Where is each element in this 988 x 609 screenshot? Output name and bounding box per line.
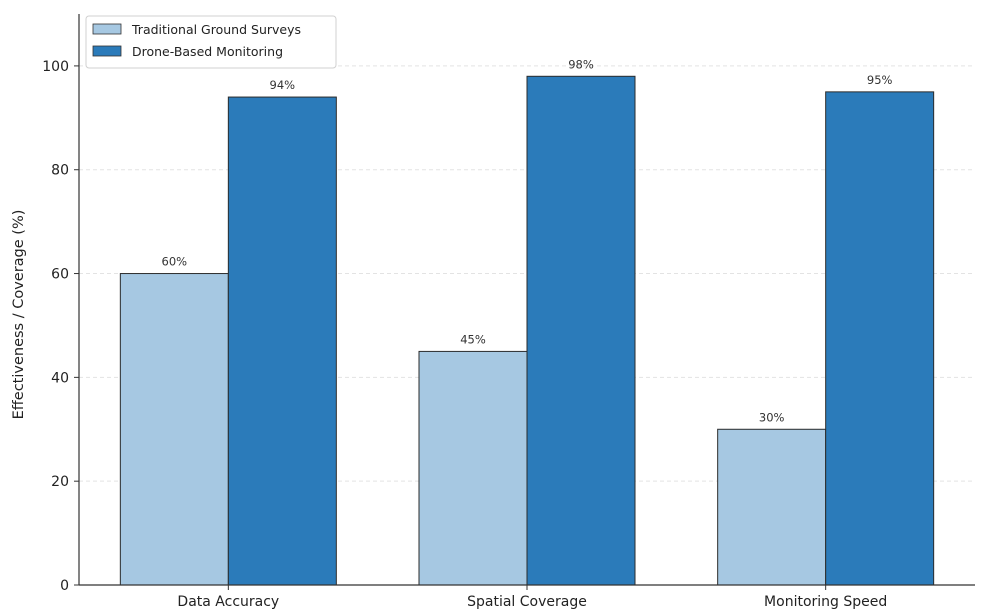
x-tick-label: Data Accuracy bbox=[177, 594, 279, 609]
value-label: 45% bbox=[460, 332, 486, 346]
y-ticks: 0 20 40 60 80 100 bbox=[42, 59, 79, 594]
bar-traditional bbox=[418, 350, 528, 586]
value-label: 30% bbox=[759, 410, 785, 424]
bars bbox=[119, 75, 935, 586]
y-tick-label: 80 bbox=[51, 163, 69, 179]
value-label: 94% bbox=[270, 78, 296, 92]
value-labels: 60% 94% 45% 98% 30% 95% bbox=[162, 57, 893, 424]
y-tick-label: 20 bbox=[51, 474, 69, 490]
x-tick-label: Spatial Coverage bbox=[467, 594, 587, 609]
x-tick-label: Monitoring Speed bbox=[764, 594, 887, 609]
legend: Traditional Ground Surveys Drone-Based M… bbox=[85, 15, 337, 69]
y-tick-label: 0 bbox=[60, 578, 69, 594]
bar-drone bbox=[825, 91, 935, 586]
value-label: 60% bbox=[162, 255, 188, 269]
bar-traditional bbox=[717, 428, 827, 586]
y-tick-label: 100 bbox=[42, 59, 69, 75]
value-label: 98% bbox=[568, 57, 594, 71]
x-ticks: Data Accuracy Spatial Coverage Monitoring … bbox=[177, 585, 887, 609]
y-axis-title: Effectiveness / Coverage (%) bbox=[11, 210, 27, 420]
legend-swatch-drone bbox=[92, 45, 122, 57]
bar-drone bbox=[526, 75, 636, 586]
legend-swatch-traditional bbox=[92, 23, 122, 35]
bar-drone bbox=[227, 96, 337, 586]
legend-label-traditional: Traditional Ground Surveys bbox=[131, 22, 301, 37]
value-label: 95% bbox=[867, 73, 893, 87]
legend-frame bbox=[85, 15, 337, 69]
bar-traditional bbox=[119, 273, 229, 586]
y-tick-label: 40 bbox=[51, 370, 69, 386]
legend-label-drone: Drone-Based Monitoring bbox=[132, 44, 283, 59]
y-tick-label: 60 bbox=[51, 267, 69, 283]
